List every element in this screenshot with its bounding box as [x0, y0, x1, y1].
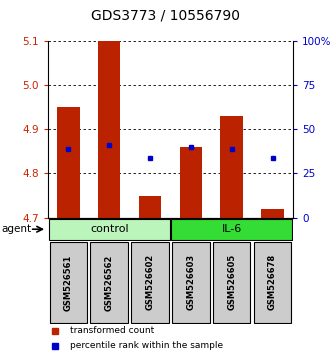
Bar — [261, 209, 284, 218]
Text: GSM526603: GSM526603 — [186, 254, 195, 310]
Text: GSM526605: GSM526605 — [227, 254, 236, 310]
Text: percentile rank within the sample: percentile rank within the sample — [70, 341, 223, 350]
Bar — [49, 219, 170, 240]
Bar — [50, 241, 87, 323]
Text: GSM526678: GSM526678 — [268, 254, 277, 310]
Text: control: control — [90, 224, 128, 234]
Text: agent: agent — [2, 224, 32, 234]
Text: GSM526602: GSM526602 — [146, 254, 155, 310]
Bar — [171, 219, 292, 240]
Bar — [172, 241, 210, 323]
Bar — [57, 107, 80, 218]
Text: GDS3773 / 10556790: GDS3773 / 10556790 — [91, 9, 240, 23]
Bar — [139, 196, 161, 218]
Bar — [180, 147, 202, 218]
Bar — [254, 241, 291, 323]
Text: GSM526562: GSM526562 — [105, 254, 114, 310]
Bar — [220, 116, 243, 218]
Text: IL-6: IL-6 — [221, 224, 242, 234]
Bar — [90, 241, 128, 323]
Text: GSM526561: GSM526561 — [64, 254, 73, 310]
Bar — [98, 41, 120, 218]
Text: transformed count: transformed count — [70, 326, 154, 335]
Bar — [213, 241, 251, 323]
Bar — [131, 241, 169, 323]
